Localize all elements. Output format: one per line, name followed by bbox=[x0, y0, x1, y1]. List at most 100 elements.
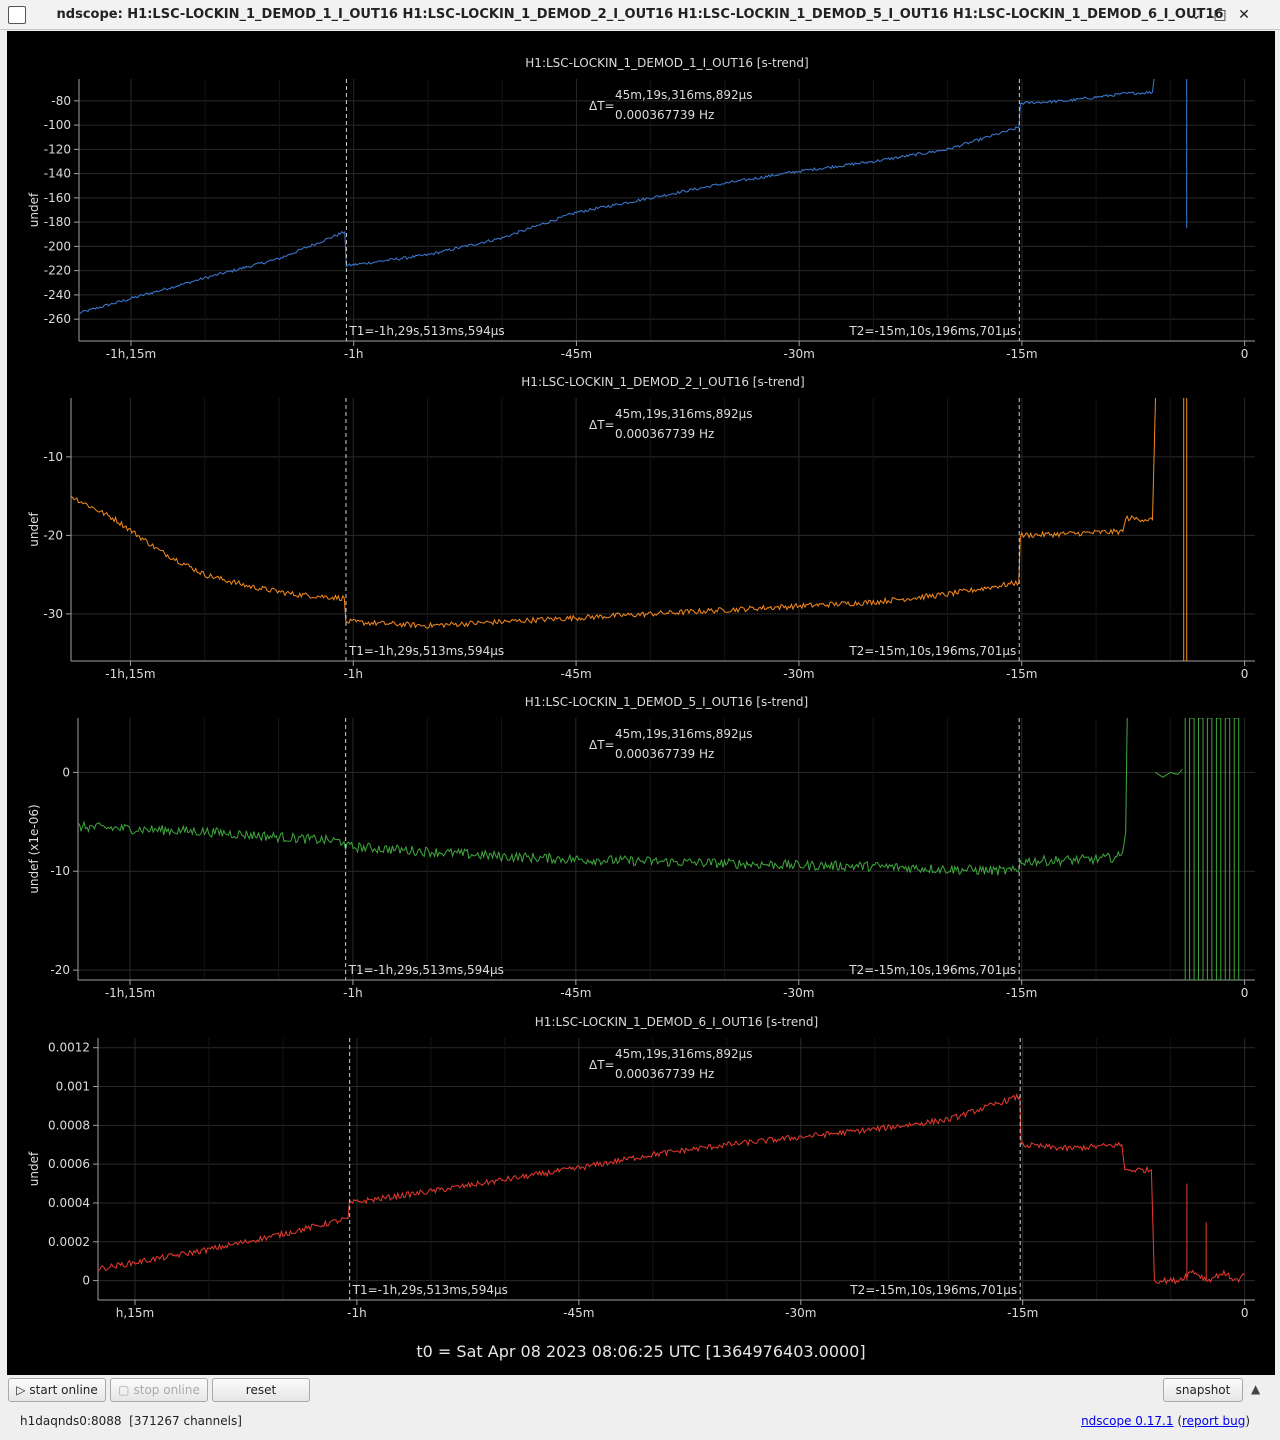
y-tick-label: -100 bbox=[44, 118, 71, 132]
y-tick-label: 0.0002 bbox=[48, 1235, 90, 1249]
t1-cursor-label: T1=-1h,29s,513ms,594µs bbox=[348, 324, 504, 338]
delta-t-prefix: ΔT= bbox=[589, 418, 615, 432]
y-tick-label: -200 bbox=[44, 239, 71, 253]
x-tick-label: 0 bbox=[1241, 347, 1249, 361]
series-line bbox=[1184, 718, 1240, 980]
grid-lines bbox=[79, 79, 1255, 341]
grid-lines bbox=[98, 1038, 1255, 1300]
t1-cursor-label: T1=-1h,29s,513ms,594µs bbox=[348, 963, 504, 977]
t1-cursor-label: T1=-1h,29s,513ms,594µs bbox=[348, 644, 504, 658]
plots-canvas[interactable]: H1:LSC-LOCKIN_1_DEMOD_1_I_OUT16 [s-trend… bbox=[7, 31, 1275, 1375]
delta-t-prefix: ΔT= bbox=[589, 99, 615, 113]
delta-t-prefix: ΔT= bbox=[589, 1058, 615, 1072]
plot-panel-2: H1:LSC-LOCKIN_1_DEMOD_2_I_OUT16 [s-trend… bbox=[27, 375, 1255, 681]
series-line bbox=[98, 1092, 1245, 1286]
x-tick-label: -1h bbox=[343, 667, 363, 681]
x-tick-label: -45m bbox=[561, 347, 592, 361]
series-group bbox=[71, 398, 1188, 661]
y-axis-label: undef bbox=[27, 512, 41, 547]
t2-cursor-label: T2=-15m,10s,196ms,701µs bbox=[849, 1283, 1017, 1297]
y-tick-label: 0.0004 bbox=[48, 1196, 90, 1210]
stop-online-button[interactable]: ▢ stop online bbox=[110, 1378, 208, 1402]
y-tick-label: -10 bbox=[50, 864, 70, 878]
window-title: ndscope: H1:LSC-LOCKIN_1_DEMOD_1_I_OUT16… bbox=[56, 7, 1224, 22]
delta-time-readout: 45m,19s,316ms,892µs bbox=[615, 88, 753, 102]
plot-title: H1:LSC-LOCKIN_1_DEMOD_2_I_OUT16 [s-trend… bbox=[521, 375, 804, 389]
series-group bbox=[98, 1092, 1245, 1286]
status-bar: h1daqnds0:8088 [371267 channels] ndscope… bbox=[0, 1408, 1280, 1438]
y-tick-label: -20 bbox=[43, 528, 63, 542]
plot-panel-1: H1:LSC-LOCKIN_1_DEMOD_1_I_OUT16 [s-trend… bbox=[27, 56, 1255, 361]
start-online-label: start online bbox=[29, 1383, 98, 1397]
y-tick-label: -160 bbox=[44, 191, 71, 205]
report-bug-link[interactable]: report bug bbox=[1182, 1414, 1246, 1428]
x-tick-label: -30m bbox=[783, 667, 814, 681]
report-open-paren: ( bbox=[1177, 1414, 1182, 1428]
maximize-icon[interactable]: □ bbox=[1213, 7, 1227, 23]
delta-t-prefix: ΔT= bbox=[589, 738, 615, 752]
plot-area[interactable]: H1:LSC-LOCKIN_1_DEMOD_1_I_OUT16 [s-trend… bbox=[7, 31, 1275, 1375]
x-tick-label: -30m bbox=[785, 1306, 816, 1320]
y-tick-label: -120 bbox=[44, 142, 71, 156]
x-tick-label: -45m bbox=[563, 1306, 594, 1320]
start-online-button[interactable]: ▷ start online bbox=[8, 1378, 106, 1402]
delta-freq-readout: 0.000367739 Hz bbox=[615, 747, 714, 761]
x-tick-label: 0 bbox=[1241, 667, 1249, 681]
delta-time-readout: 45m,19s,316ms,892µs bbox=[615, 1047, 753, 1061]
delta-time-readout: 45m,19s,316ms,892µs bbox=[615, 407, 753, 421]
grid-lines bbox=[71, 398, 1255, 661]
x-tick-label: 0 bbox=[1241, 1306, 1249, 1320]
x-tick-label: -1h,15m bbox=[105, 986, 155, 1000]
close-icon[interactable]: ✕ bbox=[1238, 7, 1250, 23]
stop-online-label: stop online bbox=[133, 1383, 200, 1397]
x-tick-label: -1h bbox=[343, 986, 363, 1000]
delta-freq-readout: 0.000367739 Hz bbox=[615, 108, 714, 122]
x-tick-label: -45m bbox=[560, 986, 591, 1000]
x-tick-label: -1h,15m bbox=[105, 667, 155, 681]
t1-cursor-label: T1=-1h,29s,513ms,594µs bbox=[352, 1283, 508, 1297]
connection-status: h1daqnds0:8088 [371267 channels] bbox=[20, 1414, 242, 1428]
plot-title: H1:LSC-LOCKIN_1_DEMOD_6_I_OUT16 [s-trend… bbox=[535, 1015, 818, 1029]
x-tick-label: -45m bbox=[560, 667, 591, 681]
x-tick-label: -1h,15m bbox=[106, 347, 156, 361]
y-tick-label: 0.0012 bbox=[48, 1041, 90, 1055]
reset-button[interactable]: reset bbox=[212, 1378, 310, 1402]
server-address: h1daqnds0:8088 bbox=[20, 1414, 122, 1428]
minimize-icon[interactable]: ⌄ bbox=[1190, 7, 1202, 23]
y-tick-label: -30 bbox=[43, 607, 63, 621]
x-tick-label: -15m bbox=[1006, 347, 1037, 361]
plot-title: H1:LSC-LOCKIN_1_DEMOD_1_I_OUT16 [s-trend… bbox=[525, 56, 808, 70]
y-tick-label: -80 bbox=[51, 94, 71, 108]
plot-panel-4: H1:LSC-LOCKIN_1_DEMOD_6_I_OUT16 [s-trend… bbox=[27, 1015, 1255, 1320]
x-tick-label: -30m bbox=[783, 986, 814, 1000]
y-tick-label: 0.0006 bbox=[48, 1157, 90, 1171]
series-group bbox=[78, 718, 1240, 980]
x-tick-label: -30m bbox=[784, 347, 815, 361]
x-tick-label: -15m bbox=[1006, 667, 1037, 681]
x-tick-label: h,15m bbox=[116, 1306, 154, 1320]
window-titlebar[interactable]: ndscope: H1:LSC-LOCKIN_1_DEMOD_1_I_OUT16… bbox=[0, 0, 1280, 30]
delta-time-readout: 45m,19s,316ms,892µs bbox=[615, 727, 753, 741]
series-line bbox=[1155, 769, 1183, 778]
control-toolbar: ▷ start online ▢ stop online reset snaps… bbox=[0, 1376, 1280, 1406]
y-tick-label: -10 bbox=[43, 450, 63, 464]
version-info: ndscope 0.17.1 (report bug) bbox=[1081, 1414, 1250, 1428]
x-tick-label: 0 bbox=[1241, 986, 1249, 1000]
y-tick-label: -240 bbox=[44, 288, 71, 302]
x-tick-label: -15m bbox=[1007, 1306, 1038, 1320]
x-tick-label: -1h bbox=[347, 1306, 367, 1320]
series-line bbox=[79, 90, 1153, 314]
y-tick-label: -140 bbox=[44, 167, 71, 181]
snapshot-button[interactable]: snapshot bbox=[1163, 1378, 1243, 1402]
y-tick-label: 0.001 bbox=[56, 1080, 90, 1094]
series-line bbox=[71, 398, 1156, 629]
y-axis-label: undef bbox=[27, 1151, 41, 1186]
plot-title: H1:LSC-LOCKIN_1_DEMOD_5_I_OUT16 [s-trend… bbox=[525, 695, 808, 709]
plot-panel-3: H1:LSC-LOCKIN_1_DEMOD_5_I_OUT16 [s-trend… bbox=[27, 695, 1255, 1000]
delta-freq-readout: 0.000367739 Hz bbox=[615, 1067, 714, 1081]
y-tick-label: -180 bbox=[44, 215, 71, 229]
expand-icon[interactable]: ▲ bbox=[1251, 1382, 1261, 1396]
series-line bbox=[78, 718, 1128, 876]
version-link[interactable]: ndscope 0.17.1 bbox=[1081, 1414, 1174, 1428]
y-tick-label: 0.0008 bbox=[48, 1118, 90, 1132]
